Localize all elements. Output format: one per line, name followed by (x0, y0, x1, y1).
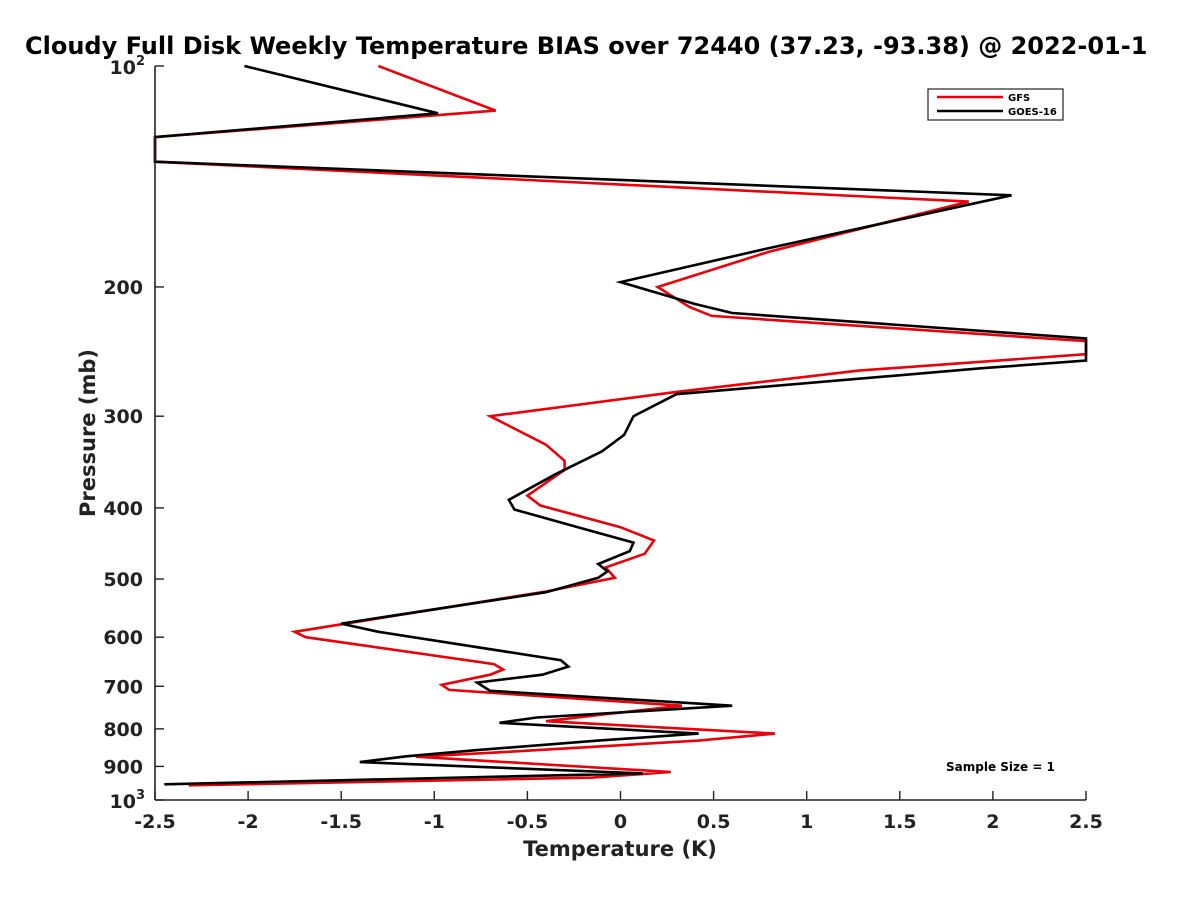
x-tick-label: -2.5 (134, 811, 176, 833)
y-tick-label: 300 (103, 406, 143, 428)
x-tick-label: 0.5 (697, 811, 731, 833)
y-tick-label: 103 (110, 788, 146, 813)
y-tick-label: 900 (103, 756, 143, 778)
series-line-gfs (153, 64, 1088, 787)
y-axis-ticks: 102 200 300 400 500 600 700 800 900 103 (103, 54, 164, 813)
y-tick-label: 400 (103, 498, 143, 520)
y-tick-label: 200 (103, 277, 143, 299)
y-tick-label: 600 (103, 627, 143, 649)
y-axis-label: Pressure (mb) (76, 349, 100, 517)
x-tick-label: 2 (986, 811, 999, 833)
series-line-goes16 (153, 64, 1088, 786)
y-tick-label: 800 (103, 719, 143, 741)
x-tick-label: 0 (614, 811, 627, 833)
legend-box (927, 88, 1064, 121)
y-tick-label: 700 (103, 676, 143, 698)
y-tick-label: 500 (103, 569, 143, 591)
x-tick-label: -1 (424, 811, 445, 833)
x-tick-label: -1.5 (320, 811, 362, 833)
x-axis-label: Temperature (K) (523, 837, 717, 861)
x-tick-label: 2.5 (1069, 811, 1103, 833)
legend: GFS GOES-16 (927, 88, 1064, 121)
sample-size-annotation: Sample Size = 1 (946, 760, 1055, 774)
plot-area (153, 64, 1088, 787)
chart-title: Cloudy Full Disk Weekly Temperature BIAS… (25, 32, 1147, 60)
x-tick-label: 1.5 (883, 811, 917, 833)
legend-label-goes16: GOES-16 (1008, 107, 1057, 118)
x-axis-ticks: -2.5 -2 -1.5 -1 -0.5 0 0.5 1 1.5 2 2.5 (134, 791, 1103, 833)
x-tick-label: -0.5 (507, 811, 549, 833)
x-tick-label: 1 (800, 811, 813, 833)
legend-label-gfs: GFS (1008, 93, 1030, 104)
x-tick-label: -2 (238, 811, 259, 833)
y-tick-label: 102 (110, 54, 146, 79)
